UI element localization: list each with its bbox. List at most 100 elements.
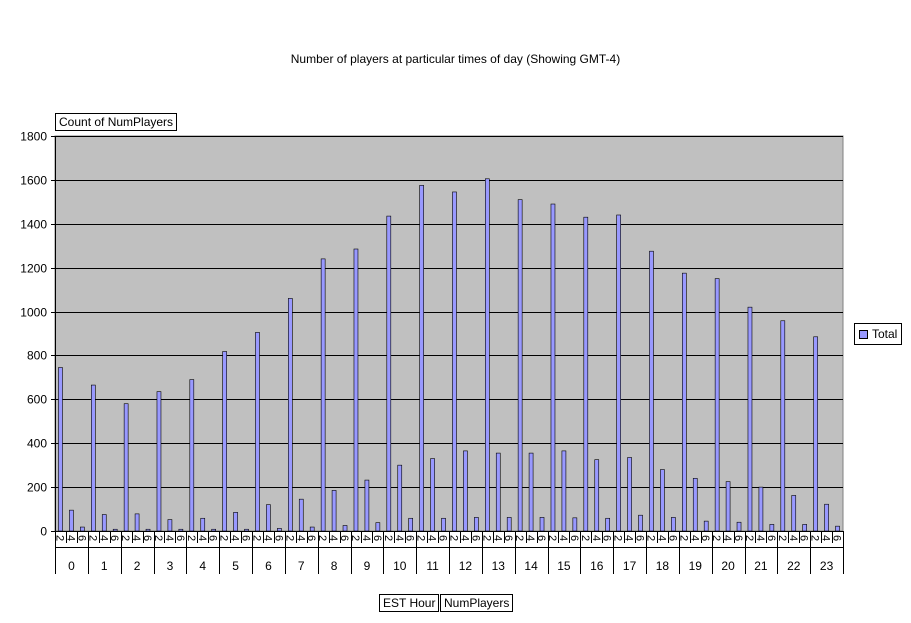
bar <box>671 517 676 532</box>
x-subcategory-label: 4 <box>294 535 306 541</box>
bar <box>430 458 435 532</box>
x-subcategory-label: 4 <box>590 535 602 541</box>
bar <box>91 384 96 532</box>
x-subcategory-label: 2 <box>250 535 262 541</box>
bar <box>813 336 818 532</box>
x-subcategory-label: 2 <box>218 535 230 541</box>
bar <box>441 517 446 532</box>
bar <box>725 481 731 532</box>
bar <box>69 509 74 532</box>
bar <box>200 517 206 532</box>
bar <box>550 203 556 532</box>
bar <box>288 298 293 532</box>
x-subcategory-label: 4 <box>491 535 503 541</box>
x-subcategory-label: 6 <box>437 535 449 541</box>
bar <box>758 486 764 532</box>
bar <box>495 452 501 532</box>
bar <box>375 522 381 532</box>
bar <box>156 391 162 532</box>
x-subcategory-label: 4 <box>360 535 372 541</box>
x-group-label: 6 <box>265 559 272 573</box>
x-subcategory-label: 2 <box>447 535 459 541</box>
x-subcategory-label: 6 <box>174 535 186 541</box>
bar <box>506 517 512 532</box>
x-group-label: 20 <box>721 559 735 573</box>
x-subcategory-label: 6 <box>634 535 646 541</box>
x-subcategory-label: 2 <box>152 535 164 541</box>
x-group-label: 15 <box>557 559 571 573</box>
bar <box>463 450 468 532</box>
bar <box>277 528 282 532</box>
bar <box>134 513 140 532</box>
x-subcategory-label: 6 <box>141 535 153 541</box>
x-subcategory-label: 4 <box>130 535 142 541</box>
y-tick-label: 400 <box>27 437 47 451</box>
x-subcategory-label: 2 <box>415 535 427 541</box>
x-subcategory-label: 2 <box>480 535 492 541</box>
x-subcategory-label: 4 <box>196 535 208 541</box>
x-group-label: 22 <box>787 559 801 573</box>
bar <box>638 514 643 532</box>
x-subcategory-label: 2 <box>677 535 689 541</box>
y-tick-label: 1400 <box>20 218 47 232</box>
bar <box>222 351 227 532</box>
x-subcategory-label: 4 <box>327 535 339 541</box>
x-subcategory-label: 4 <box>458 535 470 541</box>
bar <box>101 514 107 532</box>
bar <box>233 512 238 532</box>
bar <box>528 452 534 532</box>
chart-title: Number of players at particular times of… <box>290 52 621 66</box>
bar <box>386 215 392 532</box>
bar <box>397 464 403 532</box>
row-field-button-est-hour[interactable]: EST Hour <box>379 594 440 612</box>
bar <box>714 278 720 532</box>
x-group-label: 8 <box>331 559 338 573</box>
x-group-label: 4 <box>199 559 206 573</box>
x-subcategory-label: 2 <box>283 535 295 541</box>
bar <box>167 519 173 532</box>
x-subcategory-label: 4 <box>261 535 273 541</box>
bar <box>80 526 85 532</box>
bar <box>266 504 271 532</box>
x-subcategory-label: 4 <box>721 535 733 541</box>
legend: Total <box>854 323 902 345</box>
bar <box>616 214 621 532</box>
x-group-label: 16 <box>590 559 604 573</box>
x-subcategory-label: 4 <box>557 535 569 541</box>
x-subcategory-label: 4 <box>820 535 832 541</box>
bar <box>309 526 315 532</box>
bar <box>353 248 359 532</box>
x-group-label: 12 <box>459 559 473 573</box>
bar <box>835 525 840 532</box>
bar <box>824 503 829 532</box>
bar <box>747 306 753 532</box>
x-subcategory-label: 6 <box>535 535 547 541</box>
x-subcategory-label: 2 <box>612 535 624 541</box>
bar <box>627 457 632 532</box>
bar <box>331 490 337 532</box>
x-subcategory-label: 4 <box>426 535 438 541</box>
bar <box>452 191 457 532</box>
bar <box>364 479 370 532</box>
x-subcategory-label: 6 <box>75 535 87 541</box>
bar <box>682 272 687 532</box>
x-subcategory-label: 6 <box>831 535 843 541</box>
legend-label: Total <box>872 327 898 341</box>
x-subcategory-label: 6 <box>732 535 744 541</box>
x-subcategory-label: 2 <box>119 535 131 541</box>
x-subcategory-label: 6 <box>404 535 416 541</box>
x-subcategory-label: 6 <box>502 535 514 541</box>
row-field-button-numplayers[interactable]: NumPlayers <box>440 594 514 612</box>
x-subcategory-label: 2 <box>86 535 98 541</box>
x-group-label: 3 <box>167 559 174 573</box>
bar <box>605 517 610 532</box>
x-group-label: 13 <box>492 559 506 573</box>
bar <box>517 199 523 532</box>
data-field-button[interactable]: Count of NumPlayers <box>55 113 178 131</box>
bar <box>320 258 326 532</box>
bar <box>703 520 709 532</box>
bar <box>255 332 260 532</box>
x-subcategory-label: 4 <box>655 535 667 541</box>
bar <box>583 216 589 532</box>
bar <box>298 498 304 532</box>
